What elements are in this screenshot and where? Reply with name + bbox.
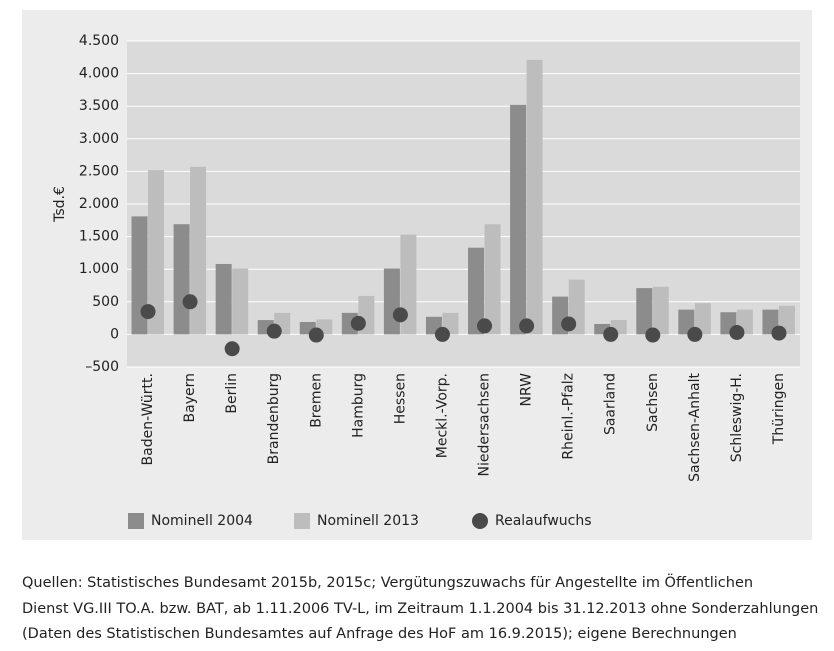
y-tick-label: 4.000	[79, 66, 119, 82]
y-tick-label: 2.500	[79, 163, 119, 179]
dot	[645, 327, 661, 343]
dot	[140, 304, 156, 320]
bar	[594, 323, 611, 335]
dot	[350, 315, 366, 331]
dot	[266, 323, 282, 339]
bar	[678, 309, 695, 335]
bar	[190, 166, 207, 335]
legend-label: Nominell 2004	[151, 513, 253, 529]
x-tick-label: Niedersachsen	[477, 373, 493, 476]
y-tick-label: 0	[110, 326, 119, 342]
dot	[224, 341, 240, 357]
y-tick-label: 4.500	[79, 33, 119, 49]
x-tick-label: Berlin	[224, 373, 240, 414]
bar	[484, 224, 501, 335]
dot	[308, 327, 324, 343]
source-line: Quellen: Statistisches Bundesamt 2015b, …	[22, 573, 753, 591]
bar	[215, 263, 232, 335]
bar	[148, 170, 165, 335]
x-tick-label: Meckl.-Vorp.	[434, 373, 450, 458]
legend-marker	[128, 513, 144, 529]
bar	[232, 268, 249, 335]
y-tick-label: 1.000	[79, 261, 119, 277]
source-line: Dienst VG.III TO.A. bzw. BAT, ab 1.11.20…	[22, 601, 818, 617]
y-axis-label: Tsd.€	[52, 186, 68, 223]
bar	[131, 216, 148, 335]
dot	[771, 325, 787, 341]
source-line: (Daten des Statistischen Bundesamtes auf…	[22, 626, 737, 642]
legend-label: Nominell 2013	[317, 513, 419, 529]
y-tick-label: –500	[85, 359, 119, 375]
bar	[526, 59, 543, 335]
x-tick-label: Sachsen	[645, 373, 661, 432]
y-tick-label: 500	[92, 294, 119, 310]
y-tick-label: 3.500	[79, 98, 119, 114]
x-tick-label: Hessen	[392, 373, 408, 424]
x-tick-label: Saarland	[603, 373, 619, 435]
x-tick-label: Bayern	[182, 373, 198, 422]
dot	[603, 326, 619, 342]
bar	[652, 286, 669, 335]
bar	[510, 104, 527, 335]
dot	[477, 318, 493, 334]
dot	[729, 324, 745, 340]
legend-label: Realaufwuchs	[495, 513, 592, 529]
x-tick-label: Rheinl.-Pfalz	[561, 373, 577, 460]
bar	[173, 224, 190, 335]
x-tick-label: Hamburg	[350, 373, 366, 438]
x-tick-label: Schleswig-H.	[729, 373, 745, 462]
y-tick-label: 3.000	[79, 131, 119, 147]
bar	[694, 303, 711, 335]
y-tick-label: 2.000	[79, 196, 119, 212]
bar	[636, 288, 653, 335]
bar	[383, 268, 400, 335]
dot	[687, 326, 703, 342]
y-tick-label: 1.500	[79, 229, 119, 245]
dot	[519, 318, 535, 334]
dot	[392, 307, 408, 323]
x-tick-label: Bremen	[308, 373, 324, 428]
dot	[434, 326, 450, 342]
bar	[468, 247, 485, 335]
dot	[182, 294, 198, 310]
x-tick-label: Brandenburg	[266, 373, 282, 464]
dot	[561, 316, 577, 332]
x-tick-label: Thüringen	[771, 373, 787, 445]
legend-marker	[472, 513, 488, 529]
x-tick-label: Sachsen-Anhalt	[687, 372, 703, 481]
legend-marker	[294, 513, 310, 529]
x-tick-label: NRW	[519, 373, 535, 407]
x-tick-label: Baden-Württ.	[140, 373, 156, 465]
